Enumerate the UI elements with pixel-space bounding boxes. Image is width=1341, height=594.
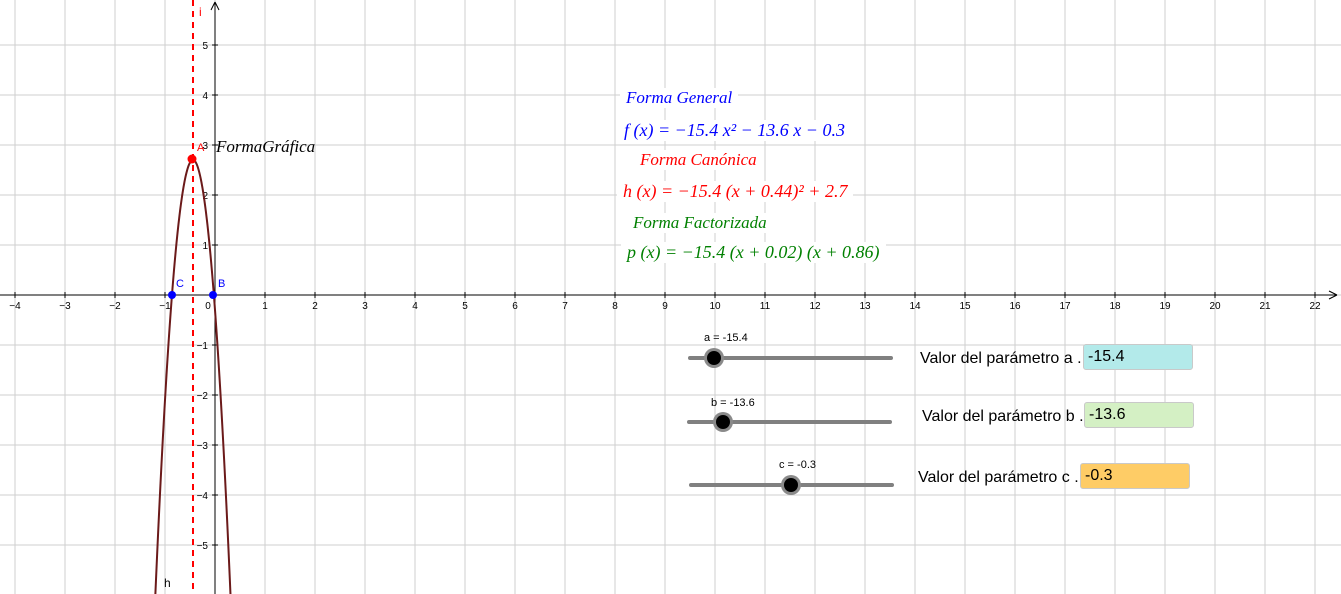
x-tick-label: 10 [709,301,721,312]
param-b-input[interactable] [1084,402,1194,428]
general-form-title: Forma General [620,88,739,108]
root-label-c: C [176,278,184,290]
x-tick-label: 11 [760,301,771,312]
root-point-c[interactable] [168,291,176,299]
x-tick-label: 17 [1059,301,1071,312]
y-tick-label: −5 [197,541,209,552]
slider-c-label: c = -0.3 [779,459,816,471]
x-tick-label: 3 [362,301,368,312]
curve-label: h [164,576,171,590]
param-a-caption: Valor del parámetro a . [920,350,1082,367]
x-tick-label: −4 [9,301,21,312]
slider-b-knob[interactable] [716,415,730,429]
x-tick-label: 21 [1259,301,1271,312]
x-tick-label: 14 [909,301,921,312]
x-tick-label: 12 [809,301,821,312]
x-tick-label: −1 [159,301,171,312]
x-tick-label: 19 [1159,301,1171,312]
slider-a-knob[interactable] [707,351,721,365]
x-tick-label: 22 [1309,301,1321,312]
canonical-form-title: Forma Canónica [634,150,763,170]
vertex-point[interactable] [187,154,197,164]
param-a-input[interactable] [1083,344,1193,370]
slider-c-knob[interactable] [784,478,798,492]
vertex-label: A [197,142,205,154]
param-c-caption: Valor del parámetro c . [918,469,1079,486]
y-tick-label: −3 [197,441,209,452]
x-tick-label: 9 [662,301,668,312]
axis-of-symmetry-label: i [199,5,202,19]
y-tick-label: 3 [202,141,208,152]
y-tick-label: −4 [197,491,209,502]
x-tick-label: 18 [1109,301,1121,312]
factored-form-title: Forma Factorizada [627,213,773,233]
x-tick-label: 6 [512,301,518,312]
param-b-caption: Valor del parámetro b . [922,408,1084,425]
y-tick-label: 1 [202,241,208,252]
x-tick-label: 13 [859,301,871,312]
x-axis-arrow [1328,290,1338,300]
x-tick-label: 0 [205,301,211,312]
x-tick-label: 8 [612,301,618,312]
x-tick-label: 7 [562,301,568,312]
canonical-form-formula: h (x) = −15.4 (x + 0.44)² + 2.7 [617,181,854,202]
graph-title: FormaGráfica [215,137,315,156]
x-tick-label: −2 [109,301,121,312]
root-point-b[interactable] [209,291,217,299]
y-tick-label: −2 [197,391,209,402]
slider-b-label: b = -13.6 [711,397,755,409]
param-c-input[interactable] [1080,463,1190,489]
x-tick-label: −3 [59,301,71,312]
x-tick-label: 16 [1009,301,1021,312]
slider-a-label: a = -15.4 [704,332,748,344]
y-tick-label: 2 [202,191,208,202]
x-tick-label: 1 [262,301,268,312]
x-tick-label: 15 [959,301,971,312]
x-tick-label: 5 [462,301,468,312]
y-axis-arrow [210,1,220,11]
root-label-b: B [218,278,225,290]
slider-b-track[interactable] [687,420,892,424]
tick-labels: −4 −3 −2 −1 0 1 2 3 4 5 6 7 8 9 10 11 12 13 14 15 16 17 18 19 20… [9,41,1321,552]
y-tick-label: −1 [197,341,209,352]
x-tick-label: 4 [412,301,418,312]
slider-a-track[interactable] [688,356,893,360]
y-tick-label: 5 [202,41,208,52]
y-tick-label: 4 [202,91,208,102]
general-form-formula: f (x) = −15.4 x² − 13.6 x − 0.3 [618,120,851,141]
factored-form-formula: p (x) = −15.4 (x + 0.02) (x + 0.86) [621,242,886,263]
x-tick-label: 20 [1209,301,1221,312]
x-tick-label: 2 [312,301,318,312]
